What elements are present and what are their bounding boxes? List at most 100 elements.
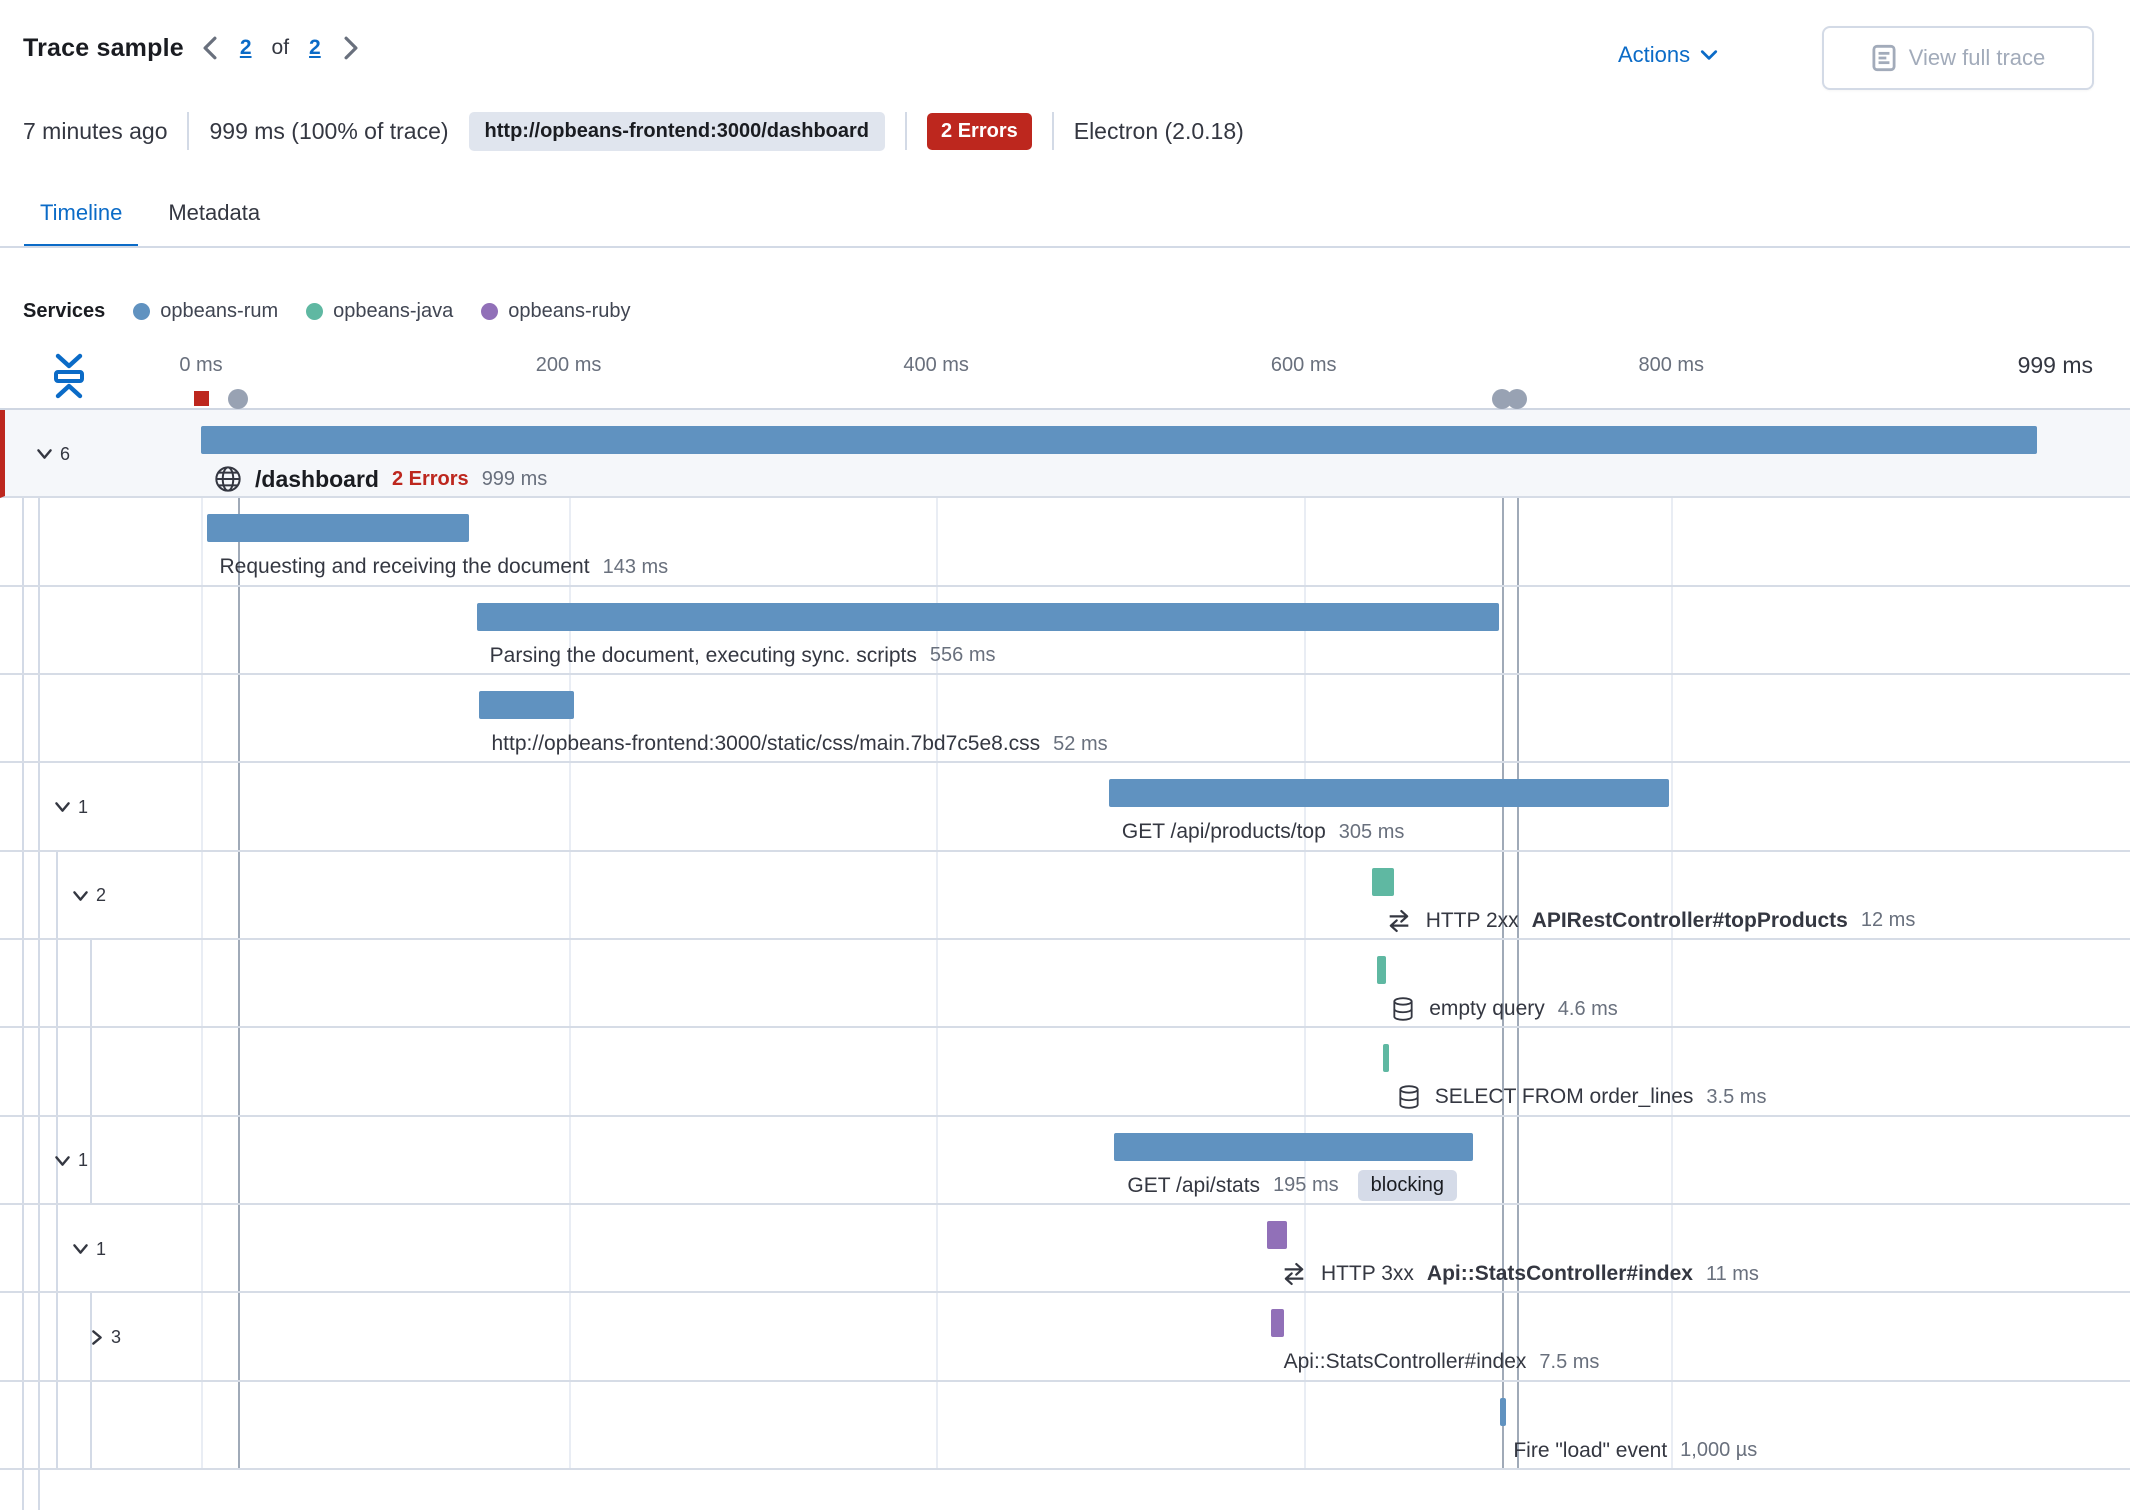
- row-collapse-button[interactable]: 1: [72, 1205, 106, 1293]
- axis-tick-label: 400 ms: [903, 354, 969, 376]
- waterfall-row: 6/dashboard 2 Errors 999 ms: [0, 410, 2130, 499]
- span-bar[interactable]: [1377, 956, 1386, 984]
- span-name: GET /api/stats: [1127, 1173, 1261, 1197]
- legend-dot: [481, 303, 499, 320]
- actions-menu-button[interactable]: Actions: [1618, 42, 1718, 68]
- legend-item-opbeans-ruby: opbeans-ruby: [481, 300, 631, 323]
- axis-tick-label: 600 ms: [1270, 354, 1337, 376]
- row-expand-button[interactable]: 3: [90, 1293, 121, 1381]
- span-bar[interactable]: [1266, 1221, 1288, 1249]
- chevron-down-icon: [73, 1244, 88, 1255]
- errors-badge[interactable]: 2 Errors: [927, 112, 1032, 150]
- database-icon: [1390, 995, 1416, 1023]
- tab-timeline[interactable]: Timeline: [24, 194, 139, 248]
- waterfall-row: empty query 4.6 ms: [0, 940, 2130, 1029]
- span-label[interactable]: Parsing the document, executing sync. sc…: [490, 639, 996, 673]
- span-prefix: HTTP 3xx: [1320, 1262, 1414, 1285]
- chevron-down-icon: [1701, 50, 1718, 60]
- span-label[interactable]: HTTP 3xx Api::StatsController#index 11 ms: [1280, 1257, 1759, 1291]
- span-label[interactable]: GET /api/stats 195 ms blocking: [1127, 1169, 1458, 1203]
- transaction-icon: [1385, 907, 1413, 935]
- pager-total-link[interactable]: 2: [309, 36, 321, 59]
- span-name: SELECT FROM order_lines: [1434, 1085, 1694, 1109]
- agent-name: Electron (2.0.18): [1073, 117, 1244, 144]
- span-label[interactable]: Api::StatsController#index 7.5 ms: [1284, 1345, 1600, 1379]
- span-label[interactable]: HTTP 2xx APIRestController#topProducts 12 …: [1385, 904, 1915, 938]
- span-name: Requesting and receiving the document: [219, 555, 590, 579]
- chevron-right-icon: [92, 1330, 102, 1345]
- span-bar[interactable]: [201, 426, 2037, 454]
- span-label[interactable]: empty query 4.6 ms: [1390, 992, 1618, 1026]
- tab-metadata[interactable]: Metadata: [168, 200, 261, 225]
- span-name: Parsing the document, executing sync. sc…: [489, 643, 917, 667]
- axis-tick-label: 200 ms: [535, 354, 602, 376]
- waterfall-row: http://opbeans-frontend:3000/static/css/…: [0, 675, 2130, 764]
- row-collapse-button[interactable]: 1: [54, 763, 88, 851]
- span-duration: 52 ms: [1053, 732, 1108, 755]
- span-label[interactable]: GET /api/products/top 305 ms: [1122, 815, 1404, 849]
- pager-next-button[interactable]: [341, 35, 361, 61]
- waterfall-row: Parsing the document, executing sync. sc…: [0, 587, 2130, 675]
- waterfall-chart: 6/dashboard 2 Errors 999 ms Requesting and …: [0, 408, 2130, 1510]
- tab-divider: [0, 246, 2130, 248]
- axis-tick-label: 800 ms: [1638, 354, 1705, 376]
- actions-label: Actions: [1618, 42, 1691, 67]
- chevron-down-icon: [73, 890, 88, 901]
- row-collapse-button[interactable]: 2: [72, 852, 106, 940]
- span-bar[interactable]: [1270, 1309, 1285, 1338]
- span-label[interactable]: Fire "load" event 1,000 µs: [1513, 1434, 1757, 1468]
- chevron-down-icon: [55, 1155, 70, 1166]
- span-bar[interactable]: [1500, 1397, 1507, 1426]
- services-legend: Services opbeans-rum opbeans-java opbeans-…: [23, 300, 631, 323]
- tab-bar: Timeline Metadata: [24, 194, 276, 248]
- span-bar[interactable]: [1108, 779, 1670, 808]
- span-name: Api::StatsController#index: [1283, 1350, 1527, 1374]
- collapse-timeline-button[interactable]: [48, 352, 90, 405]
- span-bar[interactable]: [206, 514, 470, 543]
- span-label[interactable]: Requesting and receiving the document 143…: [220, 550, 669, 584]
- span-duration: 143 ms: [602, 555, 669, 578]
- span-duration: 7.5 ms: [1539, 1350, 1600, 1373]
- chevron-down-icon: [37, 449, 52, 460]
- pager-prev-button[interactable]: [200, 35, 220, 61]
- span-bar[interactable]: [1371, 867, 1394, 896]
- indent-guide: [56, 1205, 58, 1468]
- span-duration: 11 ms: [1705, 1262, 1759, 1285]
- view-full-trace-button[interactable]: View full trace: [1822, 26, 2094, 90]
- span-bar[interactable]: [476, 602, 1499, 631]
- span-bar[interactable]: [1114, 1132, 1473, 1161]
- span-prefix: HTTP 2xx: [1425, 908, 1519, 932]
- row-collapse-button[interactable]: 6: [36, 410, 70, 498]
- page-title: Trace sample: [23, 33, 184, 62]
- chevron-down-icon: [55, 802, 70, 813]
- row-collapse-button[interactable]: 1: [54, 1117, 88, 1205]
- header: Trace sample 2 of 2: [23, 30, 361, 66]
- legend-dot: [133, 303, 151, 320]
- span-duration: 556 ms: [929, 644, 996, 667]
- trace-total-duration: 999 ms: [2017, 352, 2093, 378]
- waterfall-row: 1 GET /api/products/top 305 ms: [0, 763, 2130, 852]
- span-error-count: 2 Errors: [391, 467, 469, 490]
- span-bar[interactable]: [478, 691, 575, 719]
- span-bar[interactable]: [1382, 1044, 1390, 1073]
- span-duration: 999 ms: [481, 467, 548, 490]
- span-duration: 195 ms: [1273, 1174, 1339, 1197]
- globe-icon: [214, 465, 242, 493]
- span-duration: 4.6 ms: [1557, 997, 1618, 1020]
- pager-current-link[interactable]: 2: [239, 36, 252, 59]
- waterfall-row: Fire "load" event 1,000 µs: [0, 1382, 2130, 1470]
- span-label[interactable]: SELECT FROM order_lines 3.5 ms: [1396, 1080, 1766, 1114]
- child-count: 3: [111, 1326, 122, 1347]
- child-count: 1: [78, 796, 89, 817]
- trace-pager: 2 of 2: [200, 35, 361, 61]
- span-name: Api::StatsController#index: [1426, 1262, 1693, 1285]
- view-full-trace-label: View full trace: [1908, 45, 2046, 70]
- span-name: APIRestController#topProducts: [1531, 908, 1848, 932]
- span-label[interactable]: /dashboard 2 Errors 999 ms: [214, 462, 547, 496]
- axis-tick-label: 0 ms: [179, 354, 223, 376]
- divider: [905, 112, 908, 150]
- span-label[interactable]: http://opbeans-frontend:3000/static/css/…: [492, 727, 1108, 761]
